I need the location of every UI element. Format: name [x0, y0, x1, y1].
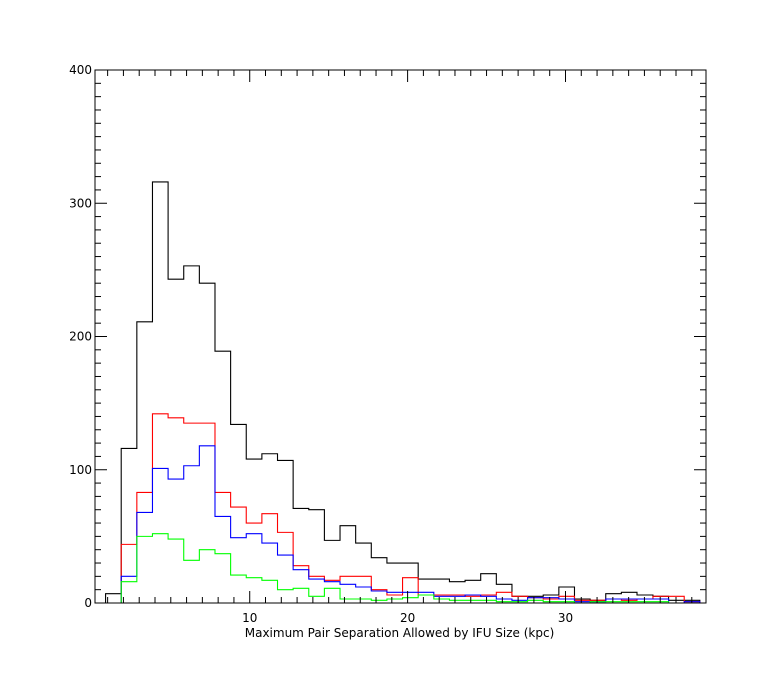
x-axis-label: Maximum Pair Separation Allowed by IFU S…	[245, 626, 555, 640]
y-tick-label: 200	[69, 330, 92, 344]
x-tick-label: 30	[558, 611, 573, 625]
histogram-series-3	[105, 533, 700, 604]
histogram-series-1	[105, 413, 701, 604]
x-tick-label: 20	[400, 611, 415, 625]
histogram-series-0	[105, 181, 701, 603]
histogram-series-group	[105, 181, 701, 604]
x-tick-label: 10	[242, 611, 257, 625]
plot-frame	[94, 69, 707, 604]
y-tick-label: 0	[84, 596, 92, 610]
y-tick-label: 100	[69, 463, 92, 477]
histogram-series-2	[105, 445, 701, 604]
y-tick-label: 300	[69, 196, 92, 210]
y-tick-label: 400	[69, 63, 92, 77]
axis-ticks	[95, 70, 706, 603]
